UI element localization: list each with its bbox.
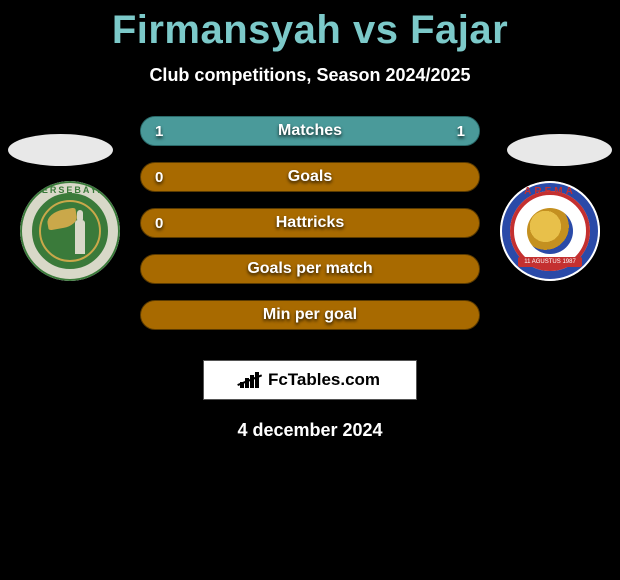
arema-banner: 11 AGUSTUS 1987	[518, 257, 582, 267]
stat-bar: Goals per match	[140, 254, 480, 284]
monument-icon	[75, 220, 85, 254]
attribution-text: FcTables.com	[268, 370, 380, 390]
stat-value-left: 1	[155, 123, 163, 140]
player-left-badge: PERSEBAYA	[20, 181, 120, 281]
subtitle: Club competitions, Season 2024/2025	[0, 65, 620, 86]
date: 4 december 2024	[0, 420, 620, 441]
arema-text: AREMA	[524, 186, 576, 197]
player-right-badge: AREMA 11 AGUSTUS 1987	[500, 181, 600, 281]
fish-icon	[46, 208, 79, 231]
stat-label: Min per goal	[263, 306, 357, 324]
stat-value-right: 1	[457, 123, 465, 140]
stat-bar: 1 1 Matches	[140, 116, 480, 146]
stats-area: PERSEBAYA AREMA 11 AGUSTUS 1987 1 1 Matche…	[0, 116, 620, 346]
stat-label: Goals per match	[247, 260, 372, 278]
persebaya-crest: PERSEBAYA	[20, 181, 120, 281]
bar-chart-icon	[240, 372, 262, 388]
stat-bars: 1 1 Matches 0 Goals 0 Hattricks Goals per match…	[140, 116, 480, 346]
player-left-ellipse	[8, 134, 113, 166]
page-title: Firmansyah vs Fajar	[0, 0, 620, 53]
attribution-box[interactable]: FcTables.com	[203, 360, 417, 400]
stat-label: Hattricks	[276, 214, 344, 232]
stat-label: Matches	[278, 122, 342, 140]
stat-bar: Min per goal	[140, 300, 480, 330]
stat-value-left: 0	[155, 215, 163, 232]
persebaya-text: PERSEBAYA	[34, 185, 106, 195]
arema-crest: AREMA 11 AGUSTUS 1987	[500, 181, 600, 281]
stat-bar: 0 Goals	[140, 162, 480, 192]
stat-bar: 0 Hattricks	[140, 208, 480, 238]
stat-value-left: 0	[155, 169, 163, 186]
stat-label: Goals	[288, 168, 332, 186]
player-right-ellipse	[507, 134, 612, 166]
